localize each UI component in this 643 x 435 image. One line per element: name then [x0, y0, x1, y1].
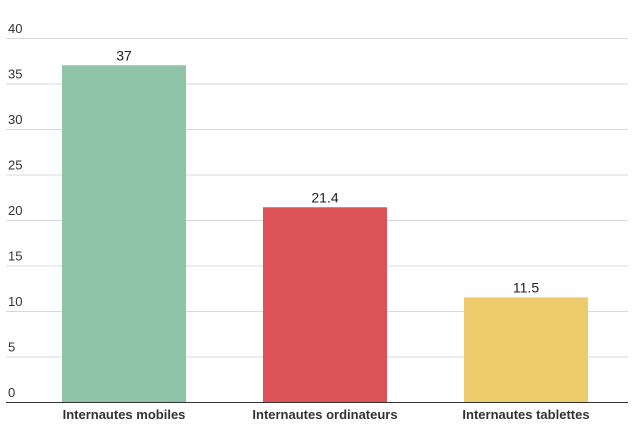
y-tick-label-30: 30	[8, 112, 22, 127]
y-tick-label-5: 5	[8, 340, 15, 355]
category-label-1: Internautes mobiles	[63, 407, 186, 422]
value-label-2: 21.4	[311, 189, 338, 205]
y-tick-label-20: 20	[8, 203, 22, 218]
bar-3	[464, 297, 588, 402]
bar-2	[263, 207, 387, 402]
value-labels: 37 21.4 11.5	[116, 47, 539, 295]
category-label-2: Internautes ordinateurs	[252, 407, 397, 422]
category-label-3: Internautes tablettes	[462, 407, 589, 422]
y-tick-label-10: 10	[8, 294, 22, 309]
value-label-1: 37	[116, 47, 132, 63]
bar-1	[62, 65, 186, 403]
y-tick-label-25: 25	[8, 158, 22, 173]
y-tick-label-35: 35	[8, 67, 22, 82]
category-labels: Internautes mobiles Internautes ordinateu…	[63, 407, 590, 422]
y-tick-label-40: 40	[8, 21, 22, 36]
value-label-3: 11.5	[513, 279, 539, 295]
y-axis-ticks: 0 5 10 15 20 25 30 35 40	[8, 21, 22, 400]
bars	[62, 65, 588, 403]
y-tick-label-15: 15	[8, 249, 22, 264]
y-tick-label-0: 0	[8, 385, 15, 400]
